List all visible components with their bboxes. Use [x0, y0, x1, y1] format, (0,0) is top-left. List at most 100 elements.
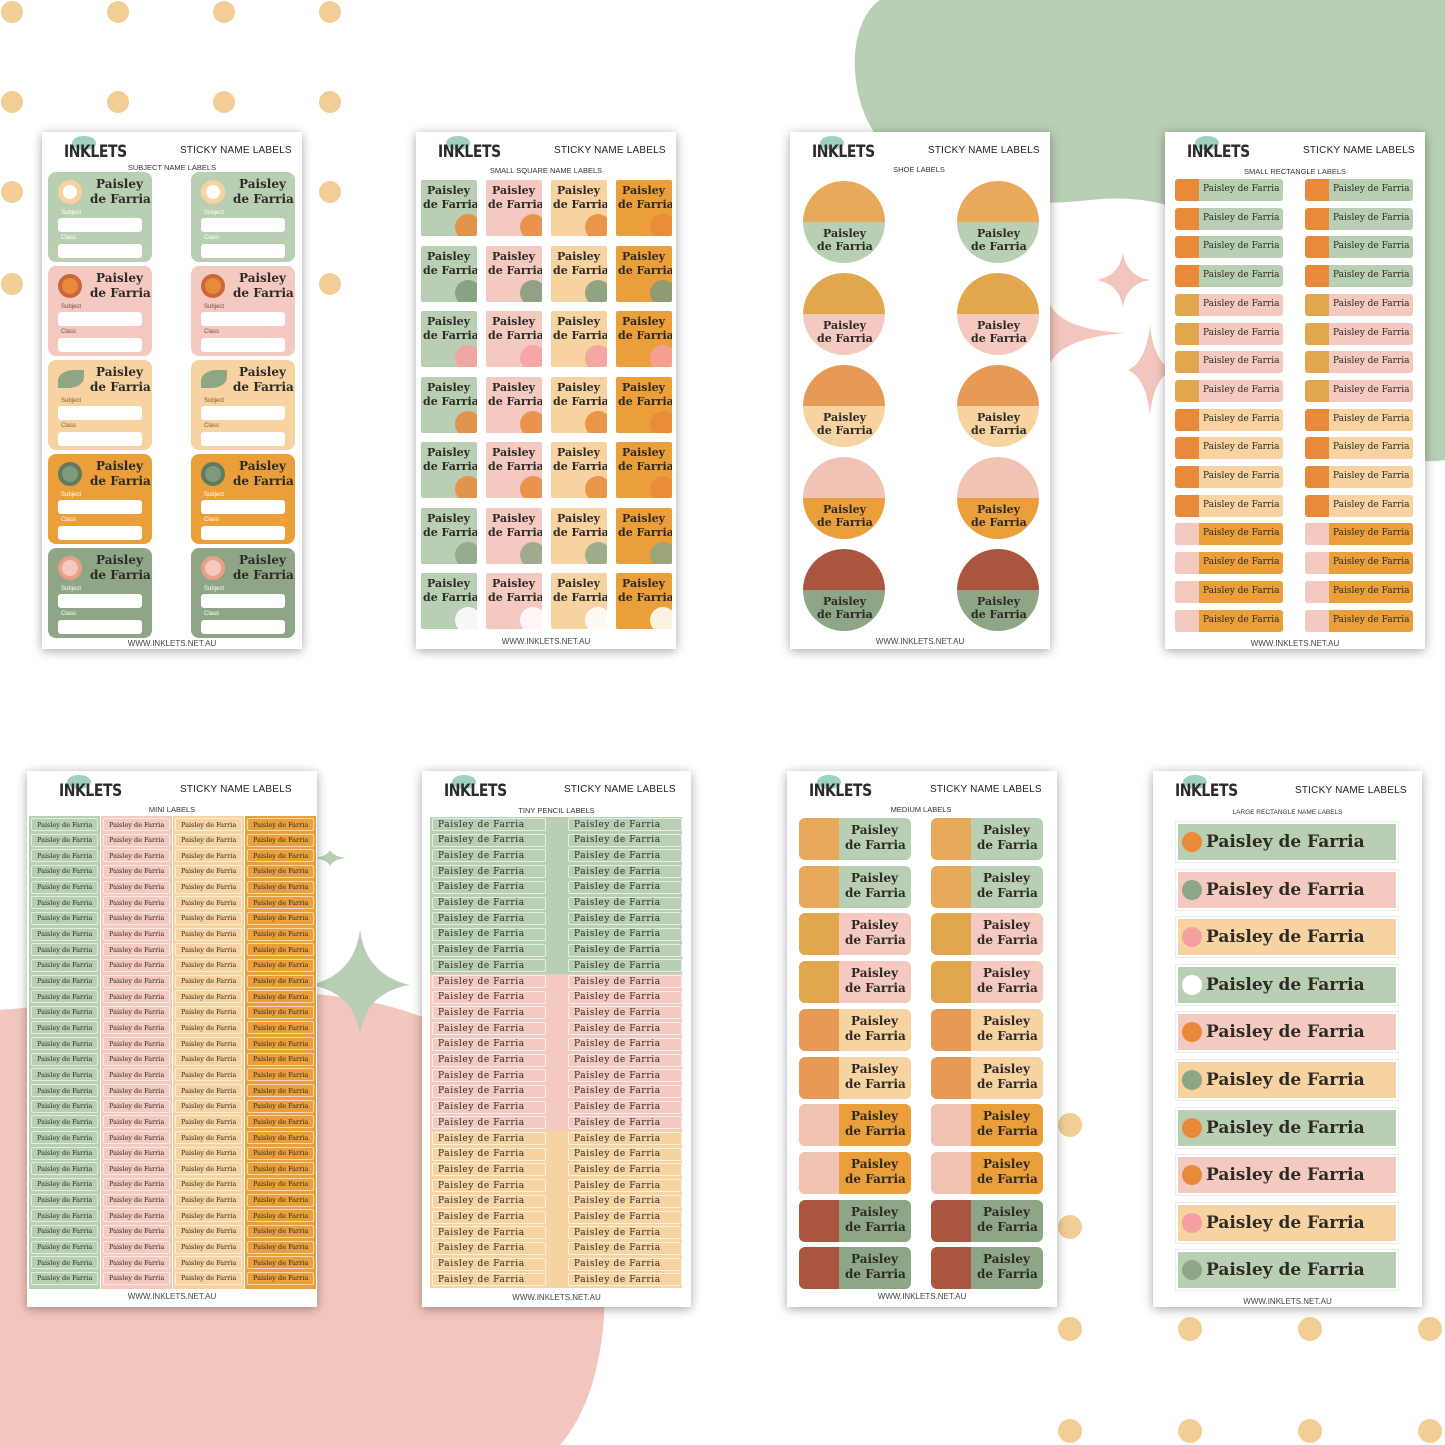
- subject-label: Paisley de Farria Subject Class: [191, 172, 295, 262]
- flower-icon: [520, 541, 542, 564]
- pattern-icon: [1305, 408, 1329, 431]
- name-text: Paisley de Farria: [574, 1007, 661, 1018]
- leaf-icon: [58, 370, 84, 388]
- mini-label: Paisley de Farria: [103, 1271, 170, 1285]
- small-rect-label: Paisley de Farria: [1175, 580, 1283, 603]
- name-text: Paisley de Farria: [574, 1164, 661, 1175]
- name-text: Paisley de Farria: [438, 976, 525, 987]
- mini-label: Paisley de Farria: [103, 1005, 170, 1019]
- name-text: Paisley de Farria: [438, 882, 525, 893]
- pattern-icon: [1305, 609, 1329, 632]
- mini-label: Paisley de Farria: [31, 1005, 98, 1019]
- pattern-icon: [1305, 351, 1329, 374]
- mini-label: Paisley de Farria: [175, 849, 242, 863]
- daisy-icon: [201, 180, 225, 204]
- medium-label: Paisley de Farria: [931, 818, 1043, 860]
- mini-label: Paisley de Farria: [31, 1177, 98, 1191]
- small-rect-label: Paisley de Farria: [1175, 552, 1283, 575]
- mini-label: Paisley de Farria: [175, 1115, 242, 1129]
- name-text: Paisley de Farria: [181, 1243, 237, 1252]
- name-text: Paisley de Farria: [37, 961, 93, 970]
- name-text: Paisley de Farria: [181, 1086, 237, 1095]
- mini-label: Paisley de Farria: [31, 1271, 98, 1285]
- pencil-label: Paisley de Farria: [568, 896, 682, 910]
- name-text: Paisley de Farria: [109, 1227, 165, 1236]
- pencil-label: Paisley de Farria: [432, 975, 546, 988]
- medium-label: Paisley de Farria: [931, 865, 1043, 908]
- name-text: Paisley de Farria: [438, 819, 525, 830]
- name-text: Paisley de Farria: [37, 1086, 93, 1095]
- class-field: [201, 338, 285, 352]
- brand-logo: INKLETS: [438, 142, 501, 162]
- mini-label: Paisley de Farria: [247, 927, 314, 941]
- name-line2: de Farria: [423, 460, 477, 473]
- name-text: Paisley de Farria: [438, 1180, 525, 1191]
- subject-label: Paisley de Farria Subject Class: [191, 266, 295, 356]
- class-caption: Class: [61, 423, 77, 429]
- class-field: [58, 244, 142, 258]
- sheet-heading: STICKY NAME LABELS: [180, 784, 292, 795]
- flower-icon: [455, 541, 477, 564]
- pencil-label: Paisley de Farria: [568, 1226, 682, 1240]
- name-text: Paisley de Farria: [253, 930, 309, 939]
- green-blob: [854, 0, 1445, 462]
- mini-label: Paisley de Farria: [175, 1271, 242, 1285]
- name-text: Paisley de Farria: [37, 867, 93, 876]
- sheet-small-square-labels: INKLETS STICKY NAME LABELS SMALL SQUARE …: [416, 132, 676, 649]
- name-text: Paisley de Farria: [181, 961, 237, 970]
- mini-label: Paisley de Farria: [175, 1021, 242, 1035]
- brand-blob: [452, 775, 476, 789]
- name-text: Paisley de Farria: [37, 1258, 93, 1267]
- name-text: Paisley de Farria: [438, 1007, 525, 1018]
- pencil-band: [430, 1131, 682, 1288]
- pencil-label: Paisley de Farria: [432, 1179, 546, 1193]
- mini-label: Paisley de Farria: [175, 818, 242, 831]
- name-line2: de Farria: [553, 198, 607, 211]
- pencil-label: Paisley de Farria: [432, 1022, 546, 1036]
- name-line1: Paisley: [622, 511, 666, 525]
- name-line1: Paisley: [96, 553, 143, 567]
- small-rect-label: Paisley de Farria: [1305, 207, 1413, 230]
- name-text: Paisley de Farria: [109, 945, 165, 954]
- name-text: Paisley de Farria: [438, 1055, 525, 1065]
- class-field: [201, 244, 285, 258]
- name-text: Paisley de Farria: [438, 1196, 525, 1207]
- pencil-label: Paisley de Farria: [432, 1069, 546, 1083]
- name-text: Paisley de Farria: [1333, 471, 1410, 481]
- flower-icon: [520, 279, 542, 302]
- name-line2: de Farria: [977, 1171, 1038, 1186]
- flower-icon: [1182, 1212, 1202, 1233]
- small-rect-label: Paisley de Farria: [1175, 494, 1283, 517]
- class-caption: Class: [204, 329, 220, 335]
- name-text: Paisley de Farria: [253, 1023, 309, 1032]
- pencil-label: Paisley de Farria: [432, 1273, 546, 1287]
- pencil-label: Paisley de Farria: [432, 1037, 546, 1051]
- name-line2: de Farria: [977, 981, 1038, 996]
- square-label: Paisley de Farria: [486, 573, 542, 629]
- mini-label: Paisley de Farria: [175, 1131, 242, 1144]
- name-line1: Paisley: [492, 511, 536, 525]
- name-text: Paisley de Farria: [109, 977, 165, 985]
- large-rect-label: Paisley de Farria: [1175, 963, 1399, 1006]
- name-text: Paisley de Farria: [438, 850, 525, 861]
- name-line1: Paisley: [427, 380, 471, 394]
- name-text: Paisley de Farria: [253, 1258, 309, 1267]
- sheet-subtitle: SMALL RECTANGLE LABELS: [1243, 167, 1347, 176]
- name-line1: Paisley: [427, 315, 471, 328]
- name-line1: Paisley: [239, 271, 286, 285]
- name-text: Paisley de Farria: [574, 1102, 661, 1113]
- large-rect-label: Paisley de Farria: [1175, 1011, 1399, 1054]
- mini-label: Paisley de Farria: [103, 911, 170, 925]
- name-text: Paisley de Farria: [253, 1070, 309, 1079]
- mini-label: Paisley de Farria: [103, 927, 170, 941]
- mini-label: Paisley de Farria: [247, 974, 314, 988]
- mini-label: Paisley de Farria: [175, 1224, 242, 1238]
- shoe-label: Paisley de Farria: [957, 549, 1039, 631]
- mini-label: Paisley de Farria: [247, 1131, 314, 1144]
- large-rect-label: Paisley de Farria: [1175, 1249, 1399, 1292]
- class-caption: Class: [204, 611, 220, 617]
- pattern-icon: [931, 865, 971, 908]
- pattern-icon: [931, 818, 971, 860]
- name-text: Paisley de Farria: [37, 1133, 93, 1142]
- name-line2: de Farria: [488, 460, 542, 473]
